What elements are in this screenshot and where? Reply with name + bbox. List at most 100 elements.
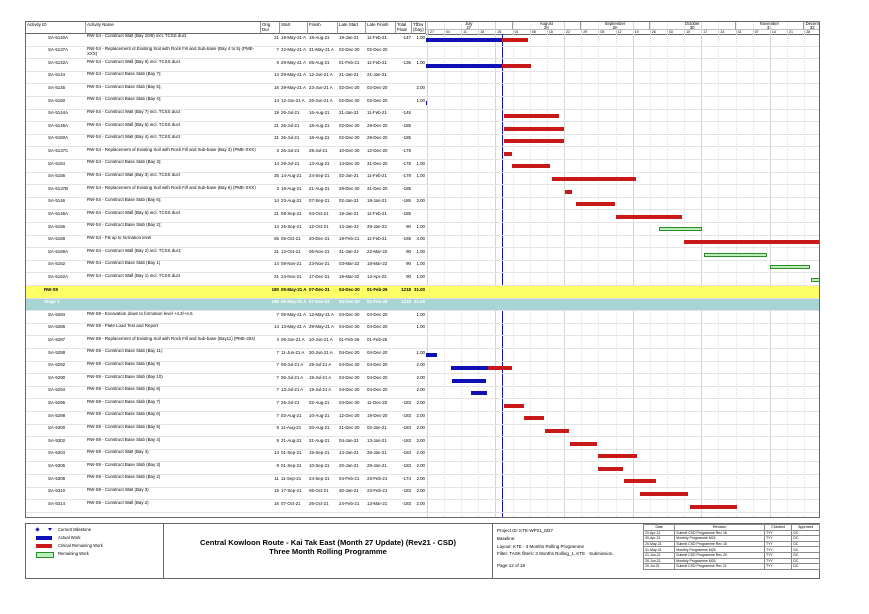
critical-bar[interactable] [524, 416, 544, 421]
total-float-cell: -145 [402, 110, 411, 116]
remaining-bar[interactable] [659, 227, 702, 232]
table-row[interactable]: SA-5287 RW-S9 - Replacement of Existing S… [26, 336, 819, 349]
table-row[interactable]: SA-5310 RW-S9 - Construct Wall (Bay 3) 15 1… [26, 488, 819, 501]
critical-bar[interactable] [504, 403, 524, 408]
table-row[interactable]: SA-5145 RW-S4 - Construct Base Slab (Bay … [26, 84, 819, 97]
col-header-late-start[interactable]: Late Start [338, 22, 366, 34]
table-row[interactable]: SA-5156 RW-S4 - Construct Base Slab (Bay … [26, 223, 819, 236]
legend-item: Critical Remaining Work [36, 542, 103, 550]
table-row[interactable]: SA-5284 RW-S9 - Excavation down to format… [26, 311, 819, 324]
table-row[interactable]: SA-5286 RW-S9 - Plate Load Test and Repor… [26, 324, 819, 337]
legend-label: Current Milestone [58, 527, 92, 532]
table-row[interactable]: SA-5162A RW-S4 - Construct Wall (Bay 1) i… [26, 273, 819, 286]
actual-bar[interactable] [426, 63, 502, 68]
table-row[interactable]: SA-5140A RW-S4 - Construct Wall (Bay 10/8… [26, 34, 819, 47]
critical-bar[interactable] [684, 239, 819, 244]
total-float-cell: -183 [402, 399, 411, 405]
table-row[interactable]: SA-5292 RW-S9 - Construct Base Slab (Bay … [26, 362, 819, 375]
late-finish-cell: 02-Dec-20 [367, 84, 388, 90]
table-row[interactable]: SA-5302 RW-S9 - Construct Base Slab (Bay … [26, 437, 819, 450]
critical-bar[interactable] [576, 202, 615, 207]
tfdw-cell: 2.00 [416, 475, 425, 481]
critical-bar[interactable] [504, 126, 564, 131]
table-row[interactable]: SA-5298 RW-S9 - Construct Base Slab (Bay … [26, 412, 819, 425]
total-float-cell: -178 [402, 173, 411, 179]
critical-bar[interactable] [640, 491, 688, 496]
critical-bar[interactable] [502, 63, 531, 68]
table-row[interactable]: SA-5146 RW-S4 - Construct Base Slab (Bay … [26, 198, 819, 211]
table-row[interactable]: SA-5137A RW-S4 - Replacement of Existing … [26, 47, 819, 60]
actual-bar[interactable] [426, 38, 502, 43]
table-row[interactable]: SA-5145A RW-S4 - Construct Wall (Bay 5) i… [26, 122, 819, 135]
table-row[interactable]: SA-5294 RW-S9 - Construct Base Slab (Bay … [26, 387, 819, 400]
col-header-start[interactable]: Start [280, 22, 308, 34]
table-row[interactable]: SA-5288 RW-S9 - Construct Base Slab (Bay … [26, 349, 819, 362]
tfdw-cell [412, 147, 426, 160]
critical-bar[interactable] [504, 113, 559, 118]
critical-bar[interactable] [545, 428, 569, 433]
critical-bar[interactable] [488, 365, 512, 370]
critical-bar[interactable] [504, 151, 512, 156]
table-row[interactable]: SA-5144 RW-S4 - Construct Base Slab (Bay … [26, 72, 819, 85]
remaining-bar[interactable] [770, 265, 810, 270]
table-row[interactable]: SA-5146A RW-S4 - Construct Wall (Bay 6) i… [26, 210, 819, 223]
critical-bar[interactable] [570, 441, 597, 446]
table-row[interactable]: SA-5156 RW-S4 - Construct Wall (Bay 3) in… [26, 173, 819, 186]
critical-bar[interactable] [598, 466, 623, 471]
table-row[interactable]: SA-5290 RW-S9 - Construct Base Slab (Bay … [26, 374, 819, 387]
total-float-cell [396, 72, 412, 85]
total-float-cell: -183 [402, 488, 411, 494]
table-row[interactable]: Stage 1 180 05-May-21 A 07-Dec-21 04-Dec-20 0… [26, 298, 819, 312]
activity-name-cell: RW-S4 - Replacement of Existing Soil wit… [87, 147, 256, 152]
table-row[interactable]: SA-5314 RW-S9 - Construct Wall (Bay 2) 16 0… [26, 500, 819, 513]
remaining-bar[interactable] [704, 252, 767, 257]
late-start-cell: 10-Dec-20 [339, 147, 360, 153]
tfdw-cell: 1.00 [416, 59, 425, 65]
timeline-month-name: July [465, 22, 473, 26]
late-finish-cell: 29-Jan-21 [367, 450, 387, 456]
late-start-cell: 02-Dec-20 [339, 135, 360, 141]
remaining-bar[interactable] [811, 277, 819, 282]
critical-bar[interactable] [624, 479, 656, 484]
actual-bar[interactable] [426, 101, 427, 106]
critical-bar[interactable] [504, 139, 564, 144]
table-row[interactable]: SA-5158A RW-S4 - Construct Wall (Bay 2) i… [26, 248, 819, 261]
week-gridline [546, 22, 548, 517]
table-row[interactable]: SA-5137C RW-S4 - Replacement of Existing … [26, 147, 819, 160]
actual-bar[interactable] [452, 378, 486, 383]
critical-bar[interactable] [616, 214, 682, 219]
table-row[interactable]: SA-5150A RW-S4 - Construct Wall (Bay 4) i… [26, 135, 819, 148]
table-row[interactable]: SA-5142A RW-S4 - Construct Wall (Bay 9) i… [26, 59, 819, 72]
critical-bar[interactable] [690, 504, 737, 509]
col-header-activity-id[interactable]: Activity ID [26, 22, 86, 34]
col-header-late-finish[interactable]: Late Finish [366, 22, 396, 34]
table-row[interactable]: SA-5144A RW-S4 - Construct Wall (Bay 7) i… [26, 110, 819, 123]
table-row[interactable]: SA-5162 RW-S4 - Construct Base Slab (Bay … [26, 261, 819, 274]
table-row[interactable]: SA-5168 RW-S4 - Fill up to formation leve… [26, 236, 819, 249]
table-row[interactable]: SA-5304 RW-S9 - Construct Wall (Bay 4) 14 0… [26, 450, 819, 463]
table-row[interactable]: SA-5306 RW-S9 - Construct Base Slab (Bay … [26, 462, 819, 475]
table-row[interactable]: SA-5300 RW-S9 - Construct Base Slab (Bay … [26, 425, 819, 438]
critical-bar[interactable] [552, 176, 636, 181]
actual-bar[interactable] [426, 353, 437, 358]
col-header-orig-dur[interactable]: Orig Dur [261, 22, 280, 34]
table-row[interactable]: SA-5150 RW-S4 - Construct Base Slab (Bay … [26, 97, 819, 110]
table-row[interactable]: SA-5154 RW-S4 - Construct Base Slab (Bay … [26, 160, 819, 173]
col-header-finish[interactable]: Finish [308, 22, 338, 34]
critical-bar[interactable] [598, 454, 637, 459]
col-header-total-float[interactable]: Total Float [396, 22, 412, 34]
table-row[interactable]: RW-S9 180 05-May-21 A 07-Dec-21 04-Dec-20 01-… [26, 286, 819, 299]
table-row[interactable]: SA-5137B RW-S4 - Replacement of Existing … [26, 185, 819, 198]
tfdw-cell: 2.00 [416, 198, 425, 204]
table-row[interactable]: SA-5308 RW-S9 - Construct Base Slab (Bay … [26, 475, 819, 488]
col-header-tfdw[interactable]: TfDw (Day) [412, 22, 426, 34]
critical-bar[interactable] [512, 164, 550, 169]
timeline-month: September 29 [581, 22, 650, 30]
activity-id-cell: SA-5284 [48, 311, 66, 317]
critical-bar[interactable] [565, 189, 572, 194]
actual-bar[interactable] [471, 391, 487, 396]
table-row[interactable]: SA-5296 RW-S9 - Construct Base Slab (Bay … [26, 399, 819, 412]
actual-bar[interactable] [451, 365, 488, 370]
col-header-activity-name[interactable]: Activity Name [86, 22, 261, 34]
critical-bar[interactable] [502, 38, 528, 43]
